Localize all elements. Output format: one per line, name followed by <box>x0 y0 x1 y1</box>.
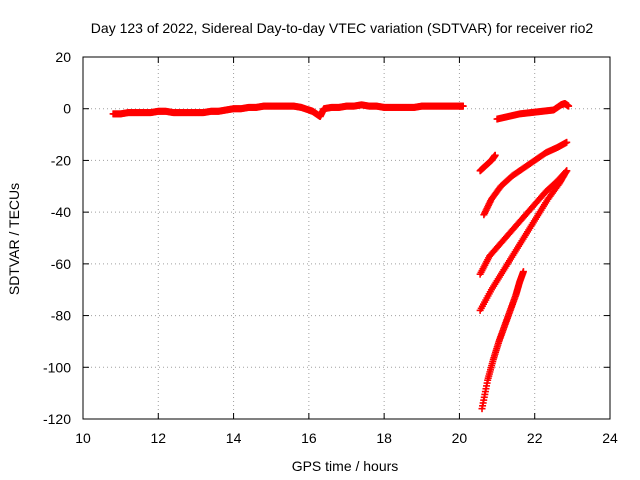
y-tick-label: -100 <box>43 359 71 375</box>
x-tick-label: 24 <box>602 430 618 446</box>
x-tick-label: 16 <box>301 430 317 446</box>
x-tick-label: 14 <box>226 430 242 446</box>
axes: 10 12 14 16 18 20 22 24 20 0 -20 -40 -60 -80 -100 -120 <box>43 49 618 446</box>
x-tick-label: 12 <box>150 430 166 446</box>
x-tick-label: 22 <box>527 430 543 446</box>
data-point <box>563 138 571 146</box>
y-axis-title: SDTVAR / TECUs <box>6 183 22 295</box>
data-point <box>491 151 499 159</box>
data-point <box>459 102 467 110</box>
y-tick-label: -40 <box>51 204 71 220</box>
y-tick-label: -20 <box>51 152 71 168</box>
chart-title: Day 123 of 2022, Sidereal Day-to-day VTE… <box>91 20 594 36</box>
y-tick-label: -120 <box>43 411 71 427</box>
data-point <box>565 102 573 110</box>
y-tick-label: -80 <box>51 308 71 324</box>
y-tick-label: 0 <box>63 101 71 117</box>
data-point <box>519 268 527 276</box>
x-axis-title: GPS time / hours <box>292 458 399 474</box>
y-tick-label: 20 <box>55 49 71 65</box>
x-tick-label: 10 <box>75 430 91 446</box>
data-points <box>109 100 573 413</box>
grid <box>83 57 610 419</box>
y-tick-label: -60 <box>51 256 71 272</box>
x-tick-label: 20 <box>452 430 468 446</box>
plot-frame <box>82 56 611 420</box>
x-tick-label: 18 <box>376 430 392 446</box>
data-point <box>563 167 571 175</box>
